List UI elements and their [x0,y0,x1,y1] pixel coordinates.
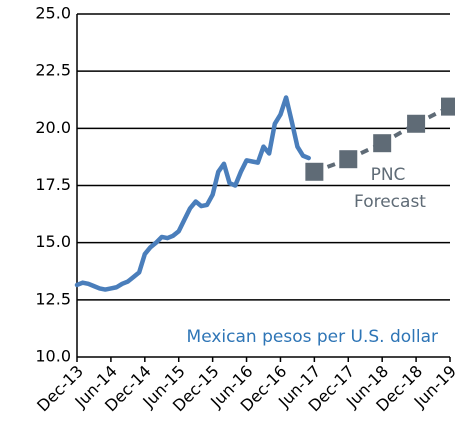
forecast-marker [373,134,392,153]
annotation: PNC [371,165,406,185]
series-line [74,95,311,292]
forecast-marker [407,114,426,133]
forecast-marker [305,162,324,181]
y-tick-label: 17.5 [35,175,71,194]
x-tick-label: Dec-13 [33,362,87,416]
annotation: Mexican pesos per U.S. dollar [187,327,438,347]
y-tick-label: 22.5 [35,61,71,80]
forecast-marker [339,150,358,169]
forecast-marker [441,97,455,116]
y-tick-label: 20.0 [35,118,71,137]
y-tick-label: 10.0 [35,347,71,366]
y-tick-label: 12.5 [35,289,71,308]
annotation: Forecast [354,192,426,212]
y-tick-label: 25.0 [35,4,71,23]
y-tick-label: 15.0 [35,232,71,251]
